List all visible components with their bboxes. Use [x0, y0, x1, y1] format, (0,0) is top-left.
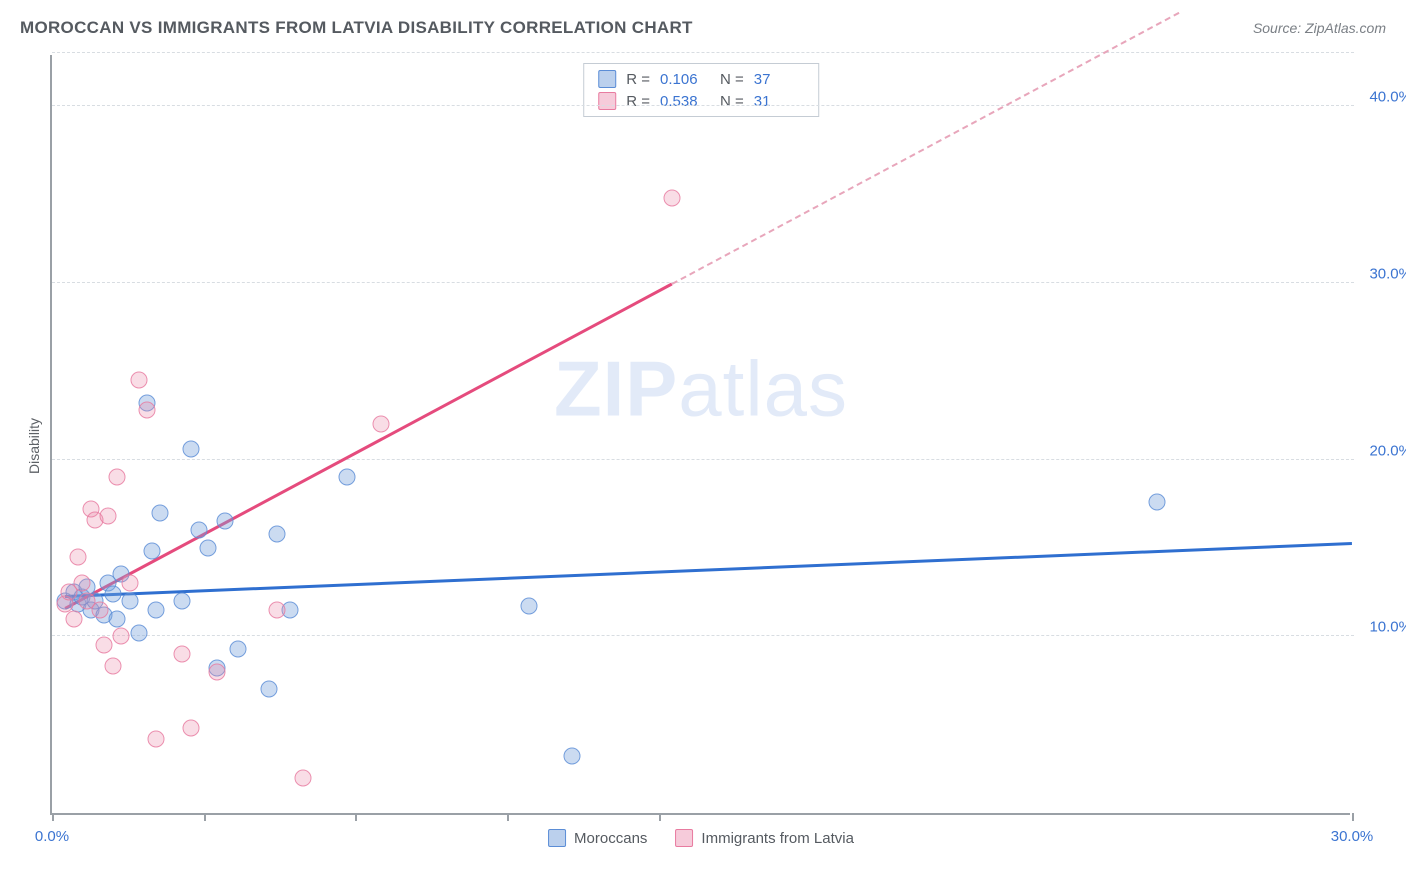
x-tick-label: 0.0%	[35, 828, 69, 845]
data-point	[74, 575, 91, 592]
x-tick	[52, 813, 54, 821]
y-tick-label: 30.0%	[1369, 265, 1406, 282]
gridline	[52, 105, 1354, 106]
x-tick-label: 30.0%	[1331, 828, 1374, 845]
data-point	[139, 402, 156, 419]
data-point	[109, 469, 126, 486]
legend-label-latvia: Immigrants from Latvia	[701, 830, 854, 847]
data-point	[65, 610, 82, 627]
data-point	[100, 508, 117, 525]
series-legend: Moroccans Immigrants from Latvia	[548, 829, 854, 847]
y-axis-label: Disability	[26, 418, 42, 474]
chart-title: MOROCCAN VS IMMIGRANTS FROM LATVIA DISAB…	[20, 18, 693, 38]
gridline	[52, 282, 1354, 283]
data-point	[109, 610, 126, 627]
legend-row-latvia: R = 0.538 N = 31	[598, 90, 804, 112]
data-point	[174, 645, 191, 662]
data-point	[295, 769, 312, 786]
data-point	[200, 539, 217, 556]
r-value-moroccans: 0.106	[660, 71, 710, 88]
gridline	[52, 459, 1354, 460]
data-point	[174, 592, 191, 609]
x-tick	[507, 813, 509, 821]
y-tick-label: 10.0%	[1369, 619, 1406, 636]
data-point	[1149, 493, 1166, 510]
data-point	[520, 598, 537, 615]
trend-line	[671, 12, 1179, 285]
data-point	[96, 637, 113, 654]
correlation-legend: R = 0.106 N = 37 R = 0.538 N = 31	[583, 63, 819, 117]
legend-row-moroccans: R = 0.106 N = 37	[598, 68, 804, 90]
data-point	[182, 440, 199, 457]
scatter-chart: ZIPatlas R = 0.106 N = 37 R = 0.538 N = …	[50, 55, 1350, 815]
data-point	[113, 628, 130, 645]
swatch-pink-icon	[675, 829, 693, 847]
n-value-latvia: 31	[754, 93, 804, 110]
legend-item-latvia: Immigrants from Latvia	[675, 829, 854, 847]
data-point	[130, 371, 147, 388]
data-point	[104, 658, 121, 675]
data-point	[663, 189, 680, 206]
source-attribution: Source: ZipAtlas.com	[1253, 20, 1386, 36]
data-point	[269, 601, 286, 618]
data-point	[91, 601, 108, 618]
watermark: ZIPatlas	[554, 343, 848, 434]
data-point	[143, 543, 160, 560]
data-point	[122, 575, 139, 592]
data-point	[122, 592, 139, 609]
trend-line	[65, 542, 1352, 598]
r-label: R =	[626, 93, 650, 110]
swatch-blue-icon	[548, 829, 566, 847]
data-point	[338, 469, 355, 486]
data-point	[148, 730, 165, 747]
y-tick-label: 20.0%	[1369, 442, 1406, 459]
n-label: N =	[720, 71, 744, 88]
x-tick	[1352, 813, 1354, 821]
data-point	[208, 663, 225, 680]
y-tick-label: 40.0%	[1369, 89, 1406, 106]
x-tick	[204, 813, 206, 821]
legend-item-moroccans: Moroccans	[548, 829, 647, 847]
data-point	[217, 513, 234, 530]
swatch-pink-icon	[598, 92, 616, 110]
x-tick	[659, 813, 661, 821]
n-label: N =	[720, 93, 744, 110]
data-point	[148, 601, 165, 618]
data-point	[182, 720, 199, 737]
x-tick	[355, 813, 357, 821]
data-point	[152, 504, 169, 521]
data-point	[70, 548, 87, 565]
trend-line	[64, 283, 672, 610]
r-value-latvia: 0.538	[660, 93, 710, 110]
legend-label-moroccans: Moroccans	[574, 830, 647, 847]
gridline	[52, 635, 1354, 636]
data-point	[104, 585, 121, 602]
n-value-moroccans: 37	[754, 71, 804, 88]
data-point	[564, 748, 581, 765]
swatch-blue-icon	[598, 70, 616, 88]
data-point	[373, 416, 390, 433]
data-point	[191, 522, 208, 539]
r-label: R =	[626, 71, 650, 88]
gridline	[52, 52, 1354, 53]
data-point	[269, 525, 286, 542]
data-point	[260, 681, 277, 698]
data-point	[130, 624, 147, 641]
data-point	[230, 640, 247, 657]
